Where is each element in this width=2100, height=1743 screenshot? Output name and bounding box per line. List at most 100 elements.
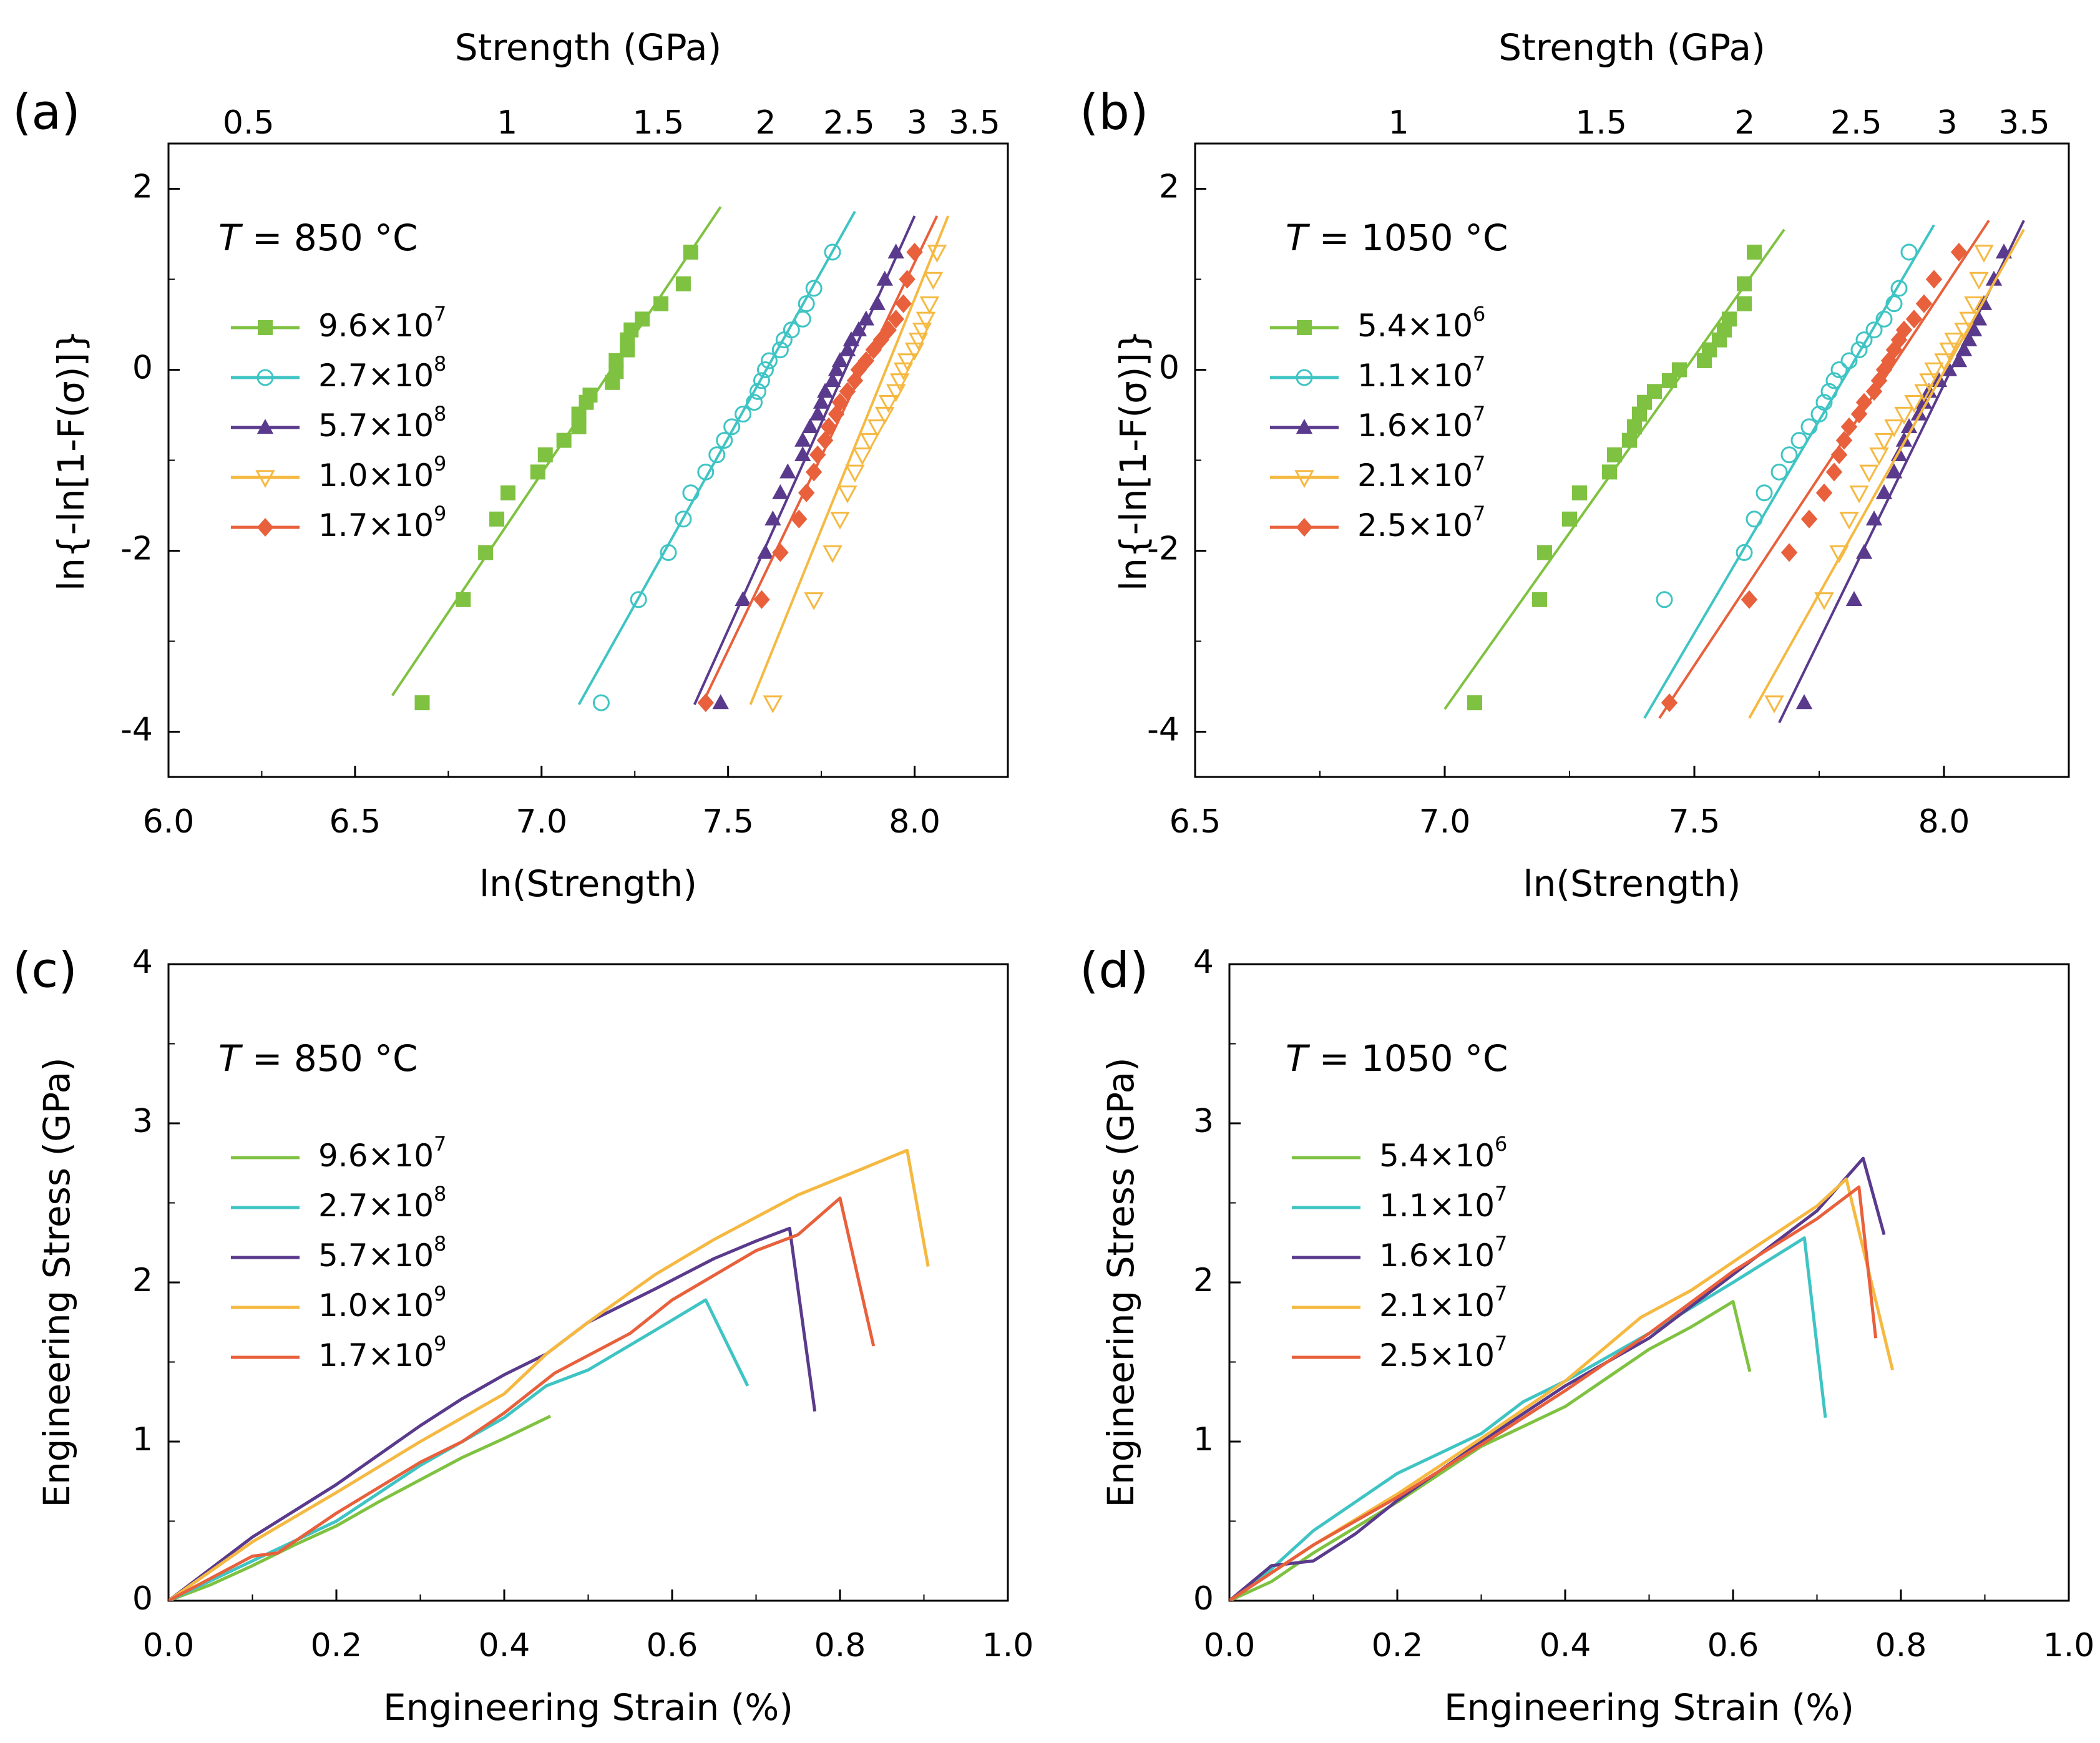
legend-mantissa: 9.6×10 xyxy=(318,1138,434,1174)
y-tick-label: 3 xyxy=(1193,1103,1214,1140)
data-point xyxy=(635,311,650,327)
y-tick-label: 0 xyxy=(1193,1580,1214,1618)
x-tick-label: 0.0 xyxy=(143,1627,195,1664)
data-point xyxy=(830,512,850,530)
legend-exponent: 7 xyxy=(434,302,446,326)
data-point xyxy=(1895,320,1913,339)
data-point xyxy=(899,270,916,289)
data-point xyxy=(1722,311,1737,327)
panel-label: (d) xyxy=(1080,942,1148,998)
data-point xyxy=(1829,545,1849,564)
legend-exponent: 7 xyxy=(1473,452,1485,476)
data-point xyxy=(1855,544,1873,559)
data-point xyxy=(1661,693,1678,713)
legend-label: 1.0×109 xyxy=(318,452,446,494)
legend-label: 1.1×107 xyxy=(1379,1182,1507,1224)
data-point xyxy=(1905,310,1923,329)
y-tick-label: 0 xyxy=(132,1580,153,1618)
data-point xyxy=(798,483,815,502)
data-point xyxy=(816,383,834,398)
data-point xyxy=(1737,276,1752,291)
legend-mantissa: 5.7×10 xyxy=(318,408,434,444)
data-point xyxy=(1959,311,1979,330)
data-point xyxy=(1960,331,1978,346)
legend-mantissa: 9.6×10 xyxy=(318,308,434,344)
data-point xyxy=(1622,432,1637,448)
data-point xyxy=(478,545,494,560)
data-point xyxy=(757,544,774,559)
series-2 xyxy=(1229,1156,1886,1601)
data-point xyxy=(1985,270,2003,286)
legend-item: 1.6×107 xyxy=(1270,402,1485,444)
legend-mantissa: 1.0×10 xyxy=(318,1287,434,1324)
data-point xyxy=(842,331,860,346)
data-point xyxy=(735,591,751,606)
data-point xyxy=(1950,243,1968,261)
data-point xyxy=(771,341,789,359)
legend-mantissa: 1.6×10 xyxy=(1379,1238,1495,1274)
data-point xyxy=(916,311,936,330)
x-tick-label: 6.0 xyxy=(143,803,195,841)
legend-label: 2.1×107 xyxy=(1379,1282,1507,1324)
plot-area xyxy=(391,206,950,714)
data-point xyxy=(1970,310,1988,326)
data-point xyxy=(1820,383,1838,400)
data-point xyxy=(630,591,647,608)
legend-exponent: 9 xyxy=(434,452,446,476)
data-point xyxy=(682,484,700,502)
legend-mantissa: 1.1×10 xyxy=(1379,1188,1495,1224)
data-point xyxy=(805,462,823,482)
data-point xyxy=(712,694,729,710)
series-0 xyxy=(391,206,722,711)
fit-line xyxy=(1658,220,1990,719)
series-1 xyxy=(577,210,856,711)
legend-item: 5.7×108 xyxy=(231,402,446,444)
data-point xyxy=(756,361,774,378)
data-point xyxy=(809,405,826,421)
data-point xyxy=(697,693,714,713)
data-point xyxy=(783,321,800,339)
legend-item: 1.0×109 xyxy=(231,1282,446,1324)
data-point xyxy=(749,383,766,400)
legend-label: 1.1×107 xyxy=(1357,352,1485,394)
data-point xyxy=(1974,245,1994,263)
legend-exponent: 9 xyxy=(434,502,446,525)
series-3 xyxy=(168,1148,930,1601)
data-point xyxy=(828,361,845,376)
legend-mantissa: 1.7×10 xyxy=(318,507,434,544)
data-point xyxy=(886,384,906,403)
data-point xyxy=(1885,295,1903,313)
legend-item: 2.7×108 xyxy=(231,352,446,394)
data-point xyxy=(1955,341,1973,356)
series-2 xyxy=(168,1226,817,1601)
data-point xyxy=(716,432,733,449)
data-point xyxy=(867,419,887,437)
x-tick-label: 7.5 xyxy=(1669,803,1721,841)
data-point xyxy=(906,243,923,261)
legend-exponent: 7 xyxy=(1473,502,1485,525)
data-point xyxy=(1656,591,1673,608)
data-point xyxy=(1800,418,1818,436)
legend-item: 2.1×107 xyxy=(1292,1282,1507,1324)
data-point xyxy=(772,543,789,562)
data-point xyxy=(1850,404,1868,424)
legend-mantissa: 2.5×10 xyxy=(1357,507,1473,544)
legend-exponent: 7 xyxy=(1495,1282,1507,1306)
data-point xyxy=(850,321,867,336)
legend-label: 2.7×108 xyxy=(318,1182,446,1224)
chart-panel-c: (c) 0.0 0.2 0.4 0.6 0.8 1.0 0 1 2 3 4 Engineering St… xyxy=(12,942,1033,1729)
data-point xyxy=(1995,243,2013,259)
data-point xyxy=(923,271,944,290)
x-tick-label: 6.5 xyxy=(1170,803,1221,841)
data-point xyxy=(912,323,932,341)
series-0 xyxy=(168,1414,552,1601)
legend-item: 1.7×109 xyxy=(231,1332,446,1374)
data-point xyxy=(809,445,826,464)
data-point xyxy=(1890,330,1908,349)
data-point xyxy=(876,270,893,286)
legend-exponent: 7 xyxy=(1473,402,1485,426)
plot-area xyxy=(1229,1156,1894,1601)
legend-item: 9.6×107 xyxy=(231,302,446,344)
data-point xyxy=(1915,294,1933,313)
data-point xyxy=(723,418,741,436)
